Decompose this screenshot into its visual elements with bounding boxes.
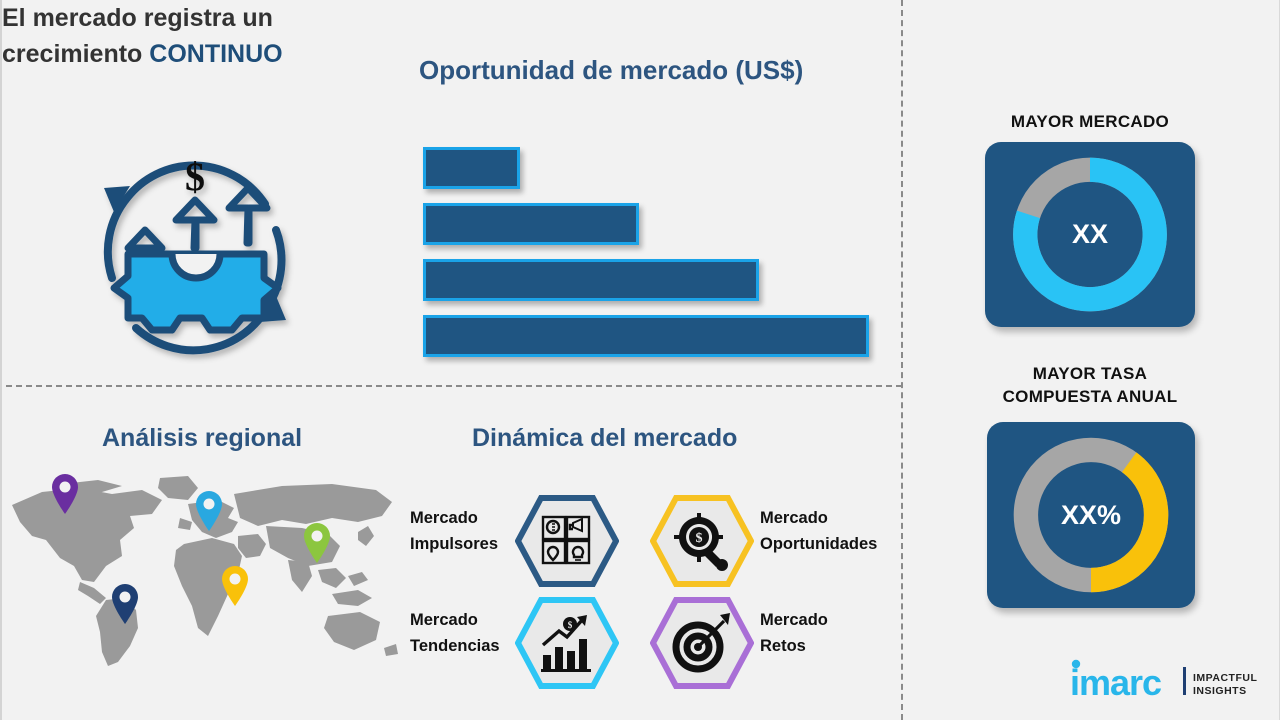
kpi-cagr-value: XX% xyxy=(1060,499,1122,530)
opportunity-bar xyxy=(423,203,639,245)
horizontal-divider xyxy=(6,385,902,387)
imarc-logo: imarc IMPACTFUL INSIGHTS xyxy=(1065,657,1265,703)
pin-east-asia[interactable] xyxy=(302,522,332,564)
growth-title-line2: crecimiento xyxy=(2,40,150,68)
svg-text:imarc: imarc xyxy=(1070,662,1161,703)
kpi-market-label: MAYOR MERCADO xyxy=(1010,112,1170,131)
growth-title: El mercado registra un crecimiento CONTI… xyxy=(2,0,352,72)
growth-cycle-gear-icon: $ xyxy=(103,154,286,355)
cagr-donut-value-arc xyxy=(1013,437,1169,593)
opportunity-bar xyxy=(423,147,520,189)
logo-tagline-line2: INSIGHTS xyxy=(1193,685,1247,697)
kpi-cagr-card: XX% xyxy=(987,422,1195,608)
pin-africa-middle-east[interactable] xyxy=(220,565,250,607)
regional-title: Análisis regional xyxy=(102,424,303,452)
dynamics-item-retos-line2: Retos xyxy=(760,637,806,655)
growth-title-accent: CONTINUO xyxy=(149,40,283,68)
svg-text:$: $ xyxy=(568,620,573,630)
dynamics-item-tendencias-line2: Tendencias xyxy=(410,637,500,655)
dynamics-item-impulsores-line2: Impulsores xyxy=(410,535,499,553)
logo-tagline-line1: IMPACTFUL xyxy=(1193,672,1257,684)
dynamics-item-tendencias-line1: Mercado xyxy=(410,611,478,629)
svg-text:$: $ xyxy=(185,154,205,199)
dynamics-item-impulsores-line1: Mercado xyxy=(410,509,478,527)
opportunity-bar xyxy=(423,259,759,301)
growth-title-line1: El mercado registra un xyxy=(2,4,273,32)
pin-europe[interactable] xyxy=(194,490,224,532)
dynamics-title: Dinámica del mercado xyxy=(472,424,738,452)
opportunity-bar-fill xyxy=(423,203,639,245)
regional-map xyxy=(2,470,402,670)
bar-chart-growth-arrow-icon: $ xyxy=(515,597,619,689)
kpi-cagr-label: MAYOR TASA COMPUESTA ANUAL xyxy=(960,362,1220,408)
svg-text:$: $ xyxy=(696,531,703,546)
magnifier-dollar-target-icon: $ xyxy=(650,495,754,587)
opportunity-bar-fill xyxy=(423,259,759,301)
imarc-logo-mark: imarc IMPACTFUL INSIGHTS xyxy=(1070,659,1257,703)
kpi-cagr-label-line1: MAYOR TASA xyxy=(1032,364,1148,383)
kpi-market-card: XX xyxy=(985,142,1195,327)
opportunity-bar-chart xyxy=(423,147,883,357)
dynamics-item-oportunidades-line1: Mercado xyxy=(760,509,828,527)
pin-north-america[interactable] xyxy=(50,473,80,515)
opportunity-bar xyxy=(423,315,869,357)
opportunity-title: Oportunidad de mercado (US$) xyxy=(419,55,804,85)
opportunity-bar-fill xyxy=(423,315,869,357)
opportunity-bar-fill xyxy=(423,147,520,189)
target-dart-icon xyxy=(650,597,754,689)
vertical-divider xyxy=(901,0,903,720)
kpi-cagr-label-line2: COMPUESTA ANUAL xyxy=(1002,387,1178,406)
dynamics-item-retos-line1: Mercado xyxy=(760,611,828,629)
market-donut-chart xyxy=(1013,157,1167,312)
pin-south-america[interactable] xyxy=(110,583,140,625)
dynamics-item-oportunidades-line2: Oportunidades xyxy=(760,535,878,553)
market-donut-value-arc xyxy=(1013,157,1167,312)
cagr-donut-chart xyxy=(1013,437,1169,593)
puzzle-pieces-icon xyxy=(515,495,619,587)
kpi-market-value: XX xyxy=(1071,219,1109,249)
